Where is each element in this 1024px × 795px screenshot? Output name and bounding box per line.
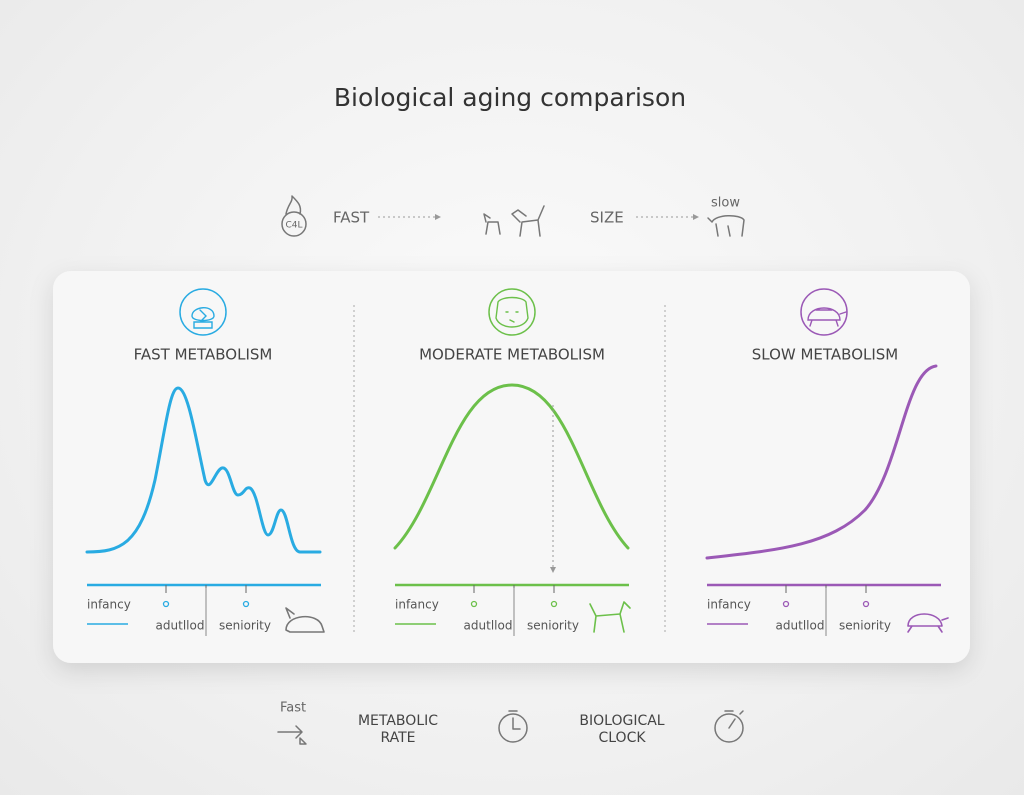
rate-icon xyxy=(277,725,307,745)
title: Biological aging comparison xyxy=(334,83,686,112)
curve xyxy=(85,386,322,554)
axis-label: adutllod xyxy=(464,619,513,633)
footer-clock: CLOCK xyxy=(598,730,646,746)
footer-biological: BIOLOGICAL xyxy=(579,713,664,729)
stopwatch-icon xyxy=(498,713,528,743)
axis-label: infancy xyxy=(87,598,131,612)
axis-label: adutllod xyxy=(776,619,825,633)
animal-icon xyxy=(285,607,325,633)
footer: Fast METABOLIC RATE BIOLOGICAL CLOCK xyxy=(277,701,744,746)
legend-slow: slow xyxy=(711,196,740,211)
axis-label: seniority xyxy=(839,619,891,633)
panel-icon xyxy=(495,296,529,328)
curve xyxy=(705,364,938,560)
axis-label: seniority xyxy=(527,619,579,633)
card xyxy=(53,271,970,663)
legend-fast: FAST xyxy=(333,209,370,227)
axis-label: infancy xyxy=(395,598,439,612)
legend-size: SIZE xyxy=(590,209,624,227)
axis-dot xyxy=(242,600,250,608)
axis-dot xyxy=(550,600,558,608)
axis-dot xyxy=(862,600,870,608)
axis-dot xyxy=(162,600,170,608)
axis-label: adutllod xyxy=(156,619,205,633)
axis-label: seniority xyxy=(219,619,271,633)
panel-title: FAST METABOLISM xyxy=(134,346,273,364)
panel-icon-ring xyxy=(179,288,227,336)
stopwatch-hands xyxy=(508,710,521,730)
footer-metabolic: METABOLIC xyxy=(358,713,438,729)
animal-icon xyxy=(907,613,949,633)
footer-fast: Fast xyxy=(280,701,306,716)
footer-rate: RATE xyxy=(380,730,415,746)
panel-icon xyxy=(807,307,847,327)
clock-icon xyxy=(714,713,744,743)
flame xyxy=(285,195,302,215)
axis-dot xyxy=(470,600,478,608)
large-animal-icon xyxy=(707,215,745,237)
panel-icon-ring xyxy=(800,288,848,336)
panel-title: SLOW METABOLISM xyxy=(752,346,899,364)
panels: FAST METABOLISM infancy adutllod seniority M… xyxy=(85,288,949,636)
axis-label: infancy xyxy=(707,598,751,612)
clock-hands xyxy=(724,710,744,729)
icon-text: C4L xyxy=(285,221,302,231)
fire-icon xyxy=(281,211,307,237)
panel-title: MODERATE METABOLISM xyxy=(419,346,605,364)
top-legend: C4L FAST SIZE slow xyxy=(281,195,745,237)
axis-dot xyxy=(782,600,790,608)
panel-icon xyxy=(191,307,215,329)
animal-icon xyxy=(589,601,631,633)
panel-icon-ring xyxy=(488,288,536,336)
curve xyxy=(393,383,630,550)
animals-icon xyxy=(483,205,545,237)
